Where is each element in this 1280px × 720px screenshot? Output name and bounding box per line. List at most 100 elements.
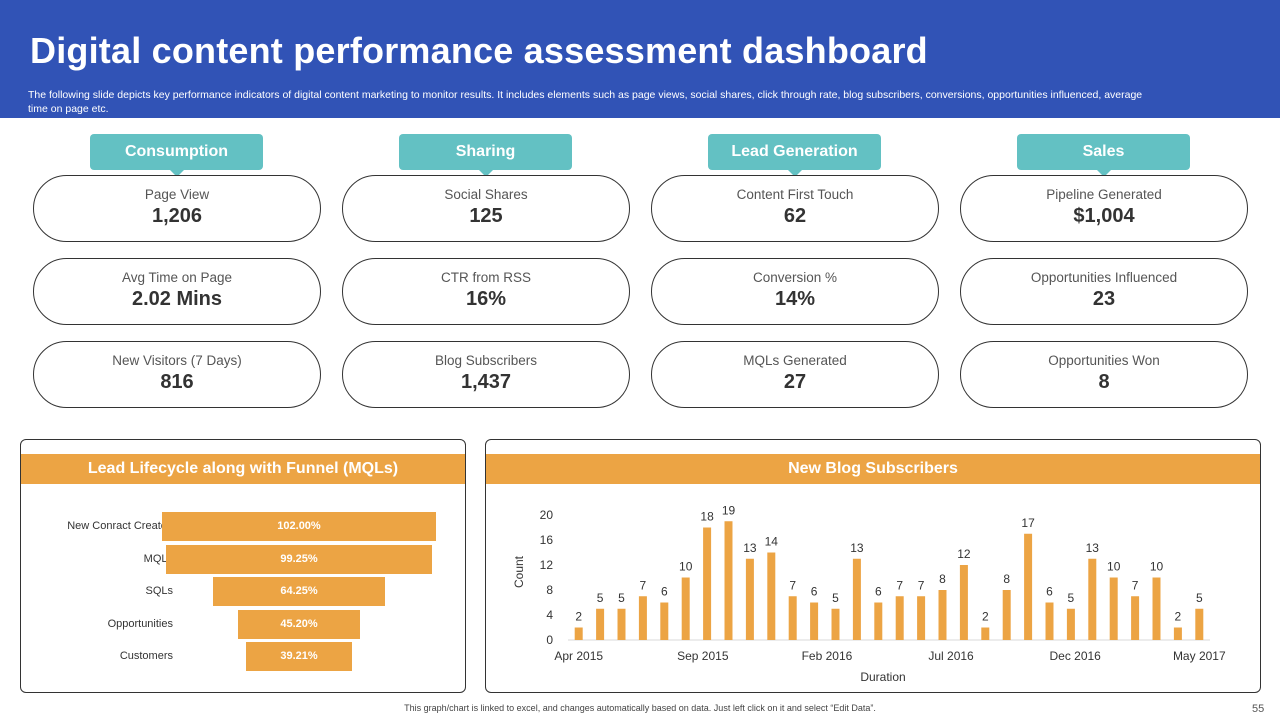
bar-value-label: 13 [1086, 541, 1100, 555]
funnel-chart-title: Lead Lifecycle along with Funnel (MQLs) [21, 454, 465, 484]
bar-value-label: 2 [575, 610, 582, 624]
bar-value-label: 6 [1046, 585, 1053, 599]
y-axis-title: Count [512, 555, 526, 588]
kpi-label: Social Shares [444, 187, 528, 202]
bar [1024, 533, 1033, 640]
funnel-category-label: SQLs [145, 585, 173, 597]
bar [745, 558, 754, 640]
funnel-bar: 39.21% [246, 642, 352, 671]
bar [1152, 577, 1161, 640]
bar [895, 596, 904, 640]
bar-value-label: 5 [832, 591, 839, 605]
bar [917, 596, 926, 640]
bar [788, 596, 797, 640]
kpi-value: 1,206 [151, 205, 203, 227]
bar [596, 608, 605, 640]
category-tab-sharing: Sharing [399, 134, 572, 177]
bar-value-label: 8 [939, 572, 946, 586]
kpi-card-avg-time-on-page: Avg Time on Page 2.02 Mins [33, 258, 321, 325]
kpi-value: 16% [465, 288, 507, 310]
bar-value-label: 7 [640, 578, 647, 592]
kpi-label: Avg Time on Page [121, 270, 233, 285]
bar-value-label: 17 [1021, 516, 1035, 530]
bar-value-label: 7 [918, 578, 925, 592]
bar-value-label: 19 [722, 503, 736, 517]
x-tick-label: Sep 2015 [677, 649, 729, 663]
bar [638, 596, 647, 640]
funnel-bar: 102.00% [162, 512, 436, 541]
kpi-card-ctr-from-rss: CTR from RSS 16% [342, 258, 630, 325]
bar-value-label: 10 [679, 560, 693, 574]
bar [681, 577, 690, 640]
kpi-value: 62 [783, 205, 807, 227]
bar-value-label: 18 [700, 510, 714, 524]
kpi-label: Content First Touch [736, 187, 854, 202]
bar-value-label: 5 [1068, 591, 1075, 605]
kpi-label: Opportunities Won [1048, 353, 1160, 368]
bar [574, 627, 583, 640]
x-tick-label: Feb 2016 [802, 649, 853, 663]
funnel-panel[interactable]: Lead Lifecycle along with Funnel (MQLs) … [20, 439, 466, 693]
x-tick-label: Dec 2016 [1049, 649, 1101, 663]
bar [1066, 608, 1075, 640]
funnel-category-label: MQLs [143, 552, 173, 565]
funnel-bar: 45.20% [238, 609, 360, 639]
kpi-card-conversion: Conversion % 14% [651, 258, 939, 325]
funnel-category-label: New Conract Created [67, 520, 173, 532]
kpi-label: Pipeline Generated [1046, 187, 1162, 202]
bar [1173, 627, 1182, 640]
footer-note: This graph/chart is linked to excel, and… [404, 703, 876, 713]
bar-value-label: 14 [765, 535, 779, 549]
bar [874, 602, 883, 640]
bar-chart-title: New Blog Subscribers [486, 454, 1260, 484]
bar [660, 602, 669, 640]
bar-value-label: 2 [1175, 610, 1182, 624]
kpi-value: 125 [469, 205, 503, 227]
bar [703, 527, 712, 640]
kpi-card-blog-subscribers: Blog Subscribers 1,437 [342, 341, 630, 408]
bar [1131, 596, 1140, 640]
kpi-card-opportunities-won: Opportunities Won 8 [960, 341, 1248, 408]
bar-value-label: 5 [1196, 591, 1203, 605]
kpi-label: Conversion % [752, 270, 838, 285]
bar-value-label: 6 [811, 585, 818, 599]
bar-value-label: 13 [743, 541, 757, 555]
kpi-value: 8 [1098, 371, 1110, 393]
kpi-card-pipeline-generated: Pipeline Generated $1,004 [960, 175, 1248, 242]
kpi-value: $1,004 [1073, 205, 1135, 227]
bar-value-label: 5 [597, 591, 604, 605]
bar [724, 521, 733, 640]
kpi-value: 27 [783, 371, 807, 393]
kpi-card-page-view: Page View 1,206 [33, 175, 321, 242]
bar [981, 627, 990, 640]
y-tick-label: 8 [546, 583, 553, 597]
bar-value-label: 6 [661, 585, 668, 599]
bar-value-label: 7 [1132, 578, 1139, 592]
kpi-label: CTR from RSS [440, 270, 531, 285]
category-tab-lead-generation: Lead Generation [708, 134, 881, 177]
y-tick-label: 20 [540, 508, 554, 522]
bar-value-label: 8 [1003, 572, 1010, 586]
bar-value-label: 12 [957, 547, 971, 561]
kpi-value: 23 [1092, 288, 1116, 310]
funnel-bar: 64.25% [212, 577, 386, 606]
kpi-value: 14% [774, 288, 816, 310]
bar [617, 608, 626, 640]
y-tick-label: 0 [546, 633, 553, 647]
funnel-category-label: Opportunities [107, 617, 173, 630]
kpi-label: New Visitors (7 Days) [112, 353, 242, 368]
bar-value-label: 10 [1107, 560, 1121, 574]
bar [959, 565, 968, 640]
page-title: Digital content performance assessment d… [30, 30, 928, 71]
y-tick-label: 12 [540, 558, 554, 572]
kpi-label: Page View [144, 187, 210, 202]
bar [1088, 558, 1097, 640]
bar [1002, 590, 1011, 640]
bar [767, 552, 776, 640]
bar-value-label: 10 [1150, 560, 1164, 574]
funnel-category-label: Customers [119, 650, 173, 662]
blog-subscribers-panel[interactable]: New Blog Subscribers 0 4 8 12 16 20 2 5 5 7 6 10 18 1… [485, 439, 1261, 693]
bar [852, 558, 861, 640]
